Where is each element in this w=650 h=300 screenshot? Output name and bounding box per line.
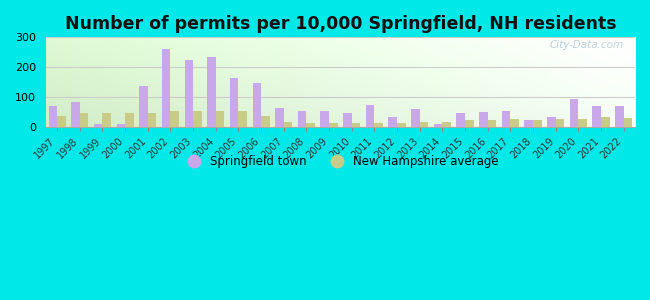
Bar	[170, 111, 179, 127]
Bar	[443, 122, 451, 127]
Bar	[162, 49, 170, 127]
Bar	[94, 124, 103, 127]
Bar	[239, 111, 247, 127]
Bar	[366, 105, 374, 127]
Bar	[116, 124, 125, 127]
Bar	[193, 111, 202, 127]
Bar	[525, 120, 533, 127]
Bar	[547, 117, 556, 127]
Bar	[320, 111, 329, 127]
Bar	[556, 119, 564, 127]
Bar	[488, 120, 497, 127]
Bar	[185, 60, 193, 127]
Bar	[570, 99, 578, 127]
Bar	[148, 112, 157, 127]
Bar	[216, 111, 224, 127]
Bar	[510, 119, 519, 127]
Bar	[275, 108, 284, 127]
Bar	[465, 120, 474, 127]
Bar	[252, 83, 261, 127]
Bar	[284, 122, 292, 127]
Bar	[125, 112, 134, 127]
Bar	[623, 118, 632, 127]
Bar	[139, 86, 148, 127]
Bar	[207, 57, 216, 127]
Bar	[456, 113, 465, 127]
Bar	[306, 123, 315, 127]
Bar	[502, 111, 510, 127]
Bar	[601, 117, 610, 127]
Bar	[80, 112, 88, 127]
Bar	[49, 106, 57, 127]
Bar	[615, 106, 623, 127]
Bar	[103, 112, 111, 127]
Bar	[397, 123, 406, 127]
Bar	[352, 123, 360, 127]
Bar	[298, 111, 306, 127]
Bar	[329, 123, 338, 127]
Bar	[420, 122, 428, 127]
Legend: Springfield town, New Hampshire average: Springfield town, New Hampshire average	[177, 151, 504, 173]
Bar	[411, 109, 420, 127]
Bar	[230, 78, 239, 127]
Bar	[72, 102, 80, 127]
Bar	[592, 106, 601, 127]
Bar	[389, 117, 397, 127]
Bar	[578, 119, 587, 127]
Text: City-Data.com: City-Data.com	[549, 40, 623, 50]
Bar	[343, 113, 352, 127]
Bar	[533, 120, 541, 127]
Bar	[57, 116, 66, 127]
Bar	[434, 124, 443, 127]
Bar	[374, 123, 383, 127]
Bar	[261, 116, 270, 127]
Bar	[479, 112, 488, 127]
Title: Number of permits per 10,000 Springfield, NH residents: Number of permits per 10,000 Springfield…	[64, 15, 616, 33]
